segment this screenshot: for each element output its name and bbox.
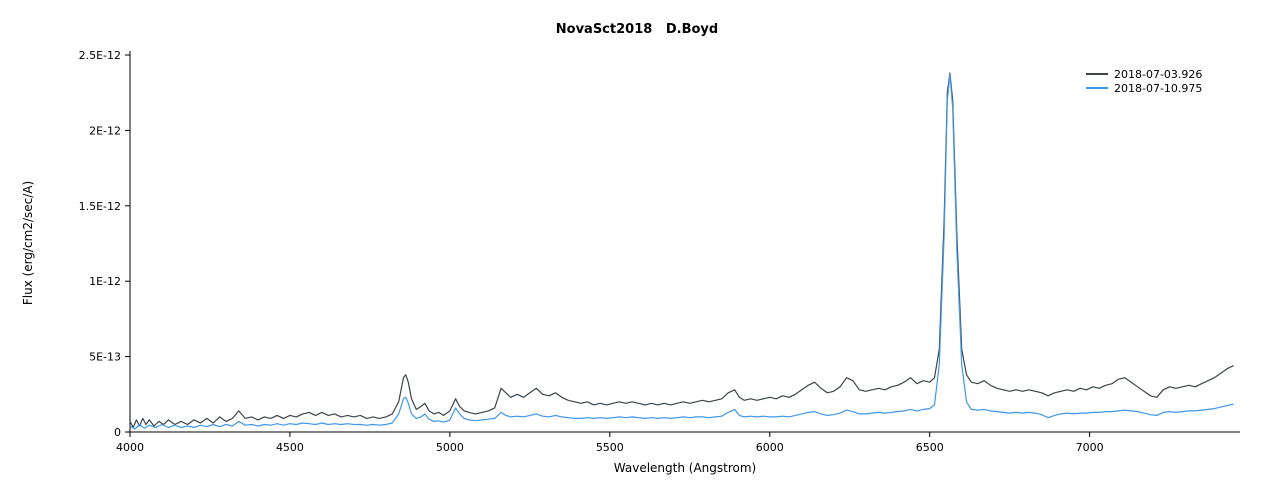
legend-label: 2018-07-03.926	[1114, 67, 1203, 81]
legend: 2018-07-03.926 2018-07-10.975	[1086, 67, 1202, 95]
legend-entry: 2018-07-03.926	[1086, 67, 1202, 81]
legend-entry: 2018-07-10.975	[1086, 81, 1202, 95]
x-tick-label: 6000	[756, 441, 784, 454]
x-axis-label: Wavelength (Angstrom)	[613, 461, 757, 475]
x-tick-label: 5500	[596, 441, 624, 454]
y-tick-label: 2E-12	[89, 124, 121, 137]
x-tick-label: 7000	[1076, 441, 1104, 454]
x-tick-label: 4000	[116, 441, 144, 454]
legend-swatch-dark-line	[1086, 73, 1108, 75]
y-tick-label: 5E-13	[89, 351, 121, 364]
x-tick-label: 6500	[916, 441, 944, 454]
legend-swatch-blue-line	[1086, 87, 1108, 89]
y-tick-label: 0	[114, 426, 121, 439]
x-tick-label: 5000	[436, 441, 464, 454]
legend-label: 2018-07-10.975	[1114, 81, 1203, 95]
series-line-2018-07-03.926	[129, 72, 1234, 429]
x-tick-label: 4500	[276, 441, 304, 454]
series-line-2018-07-10.975	[129, 73, 1234, 430]
chart-title: NovaSct2018 D.Boyd	[555, 22, 719, 37]
y-tick-label: 1.5E-12	[79, 200, 121, 213]
y-tick-label: 1E-12	[89, 275, 121, 288]
y-tick-label: 2.5E-12	[79, 49, 121, 62]
